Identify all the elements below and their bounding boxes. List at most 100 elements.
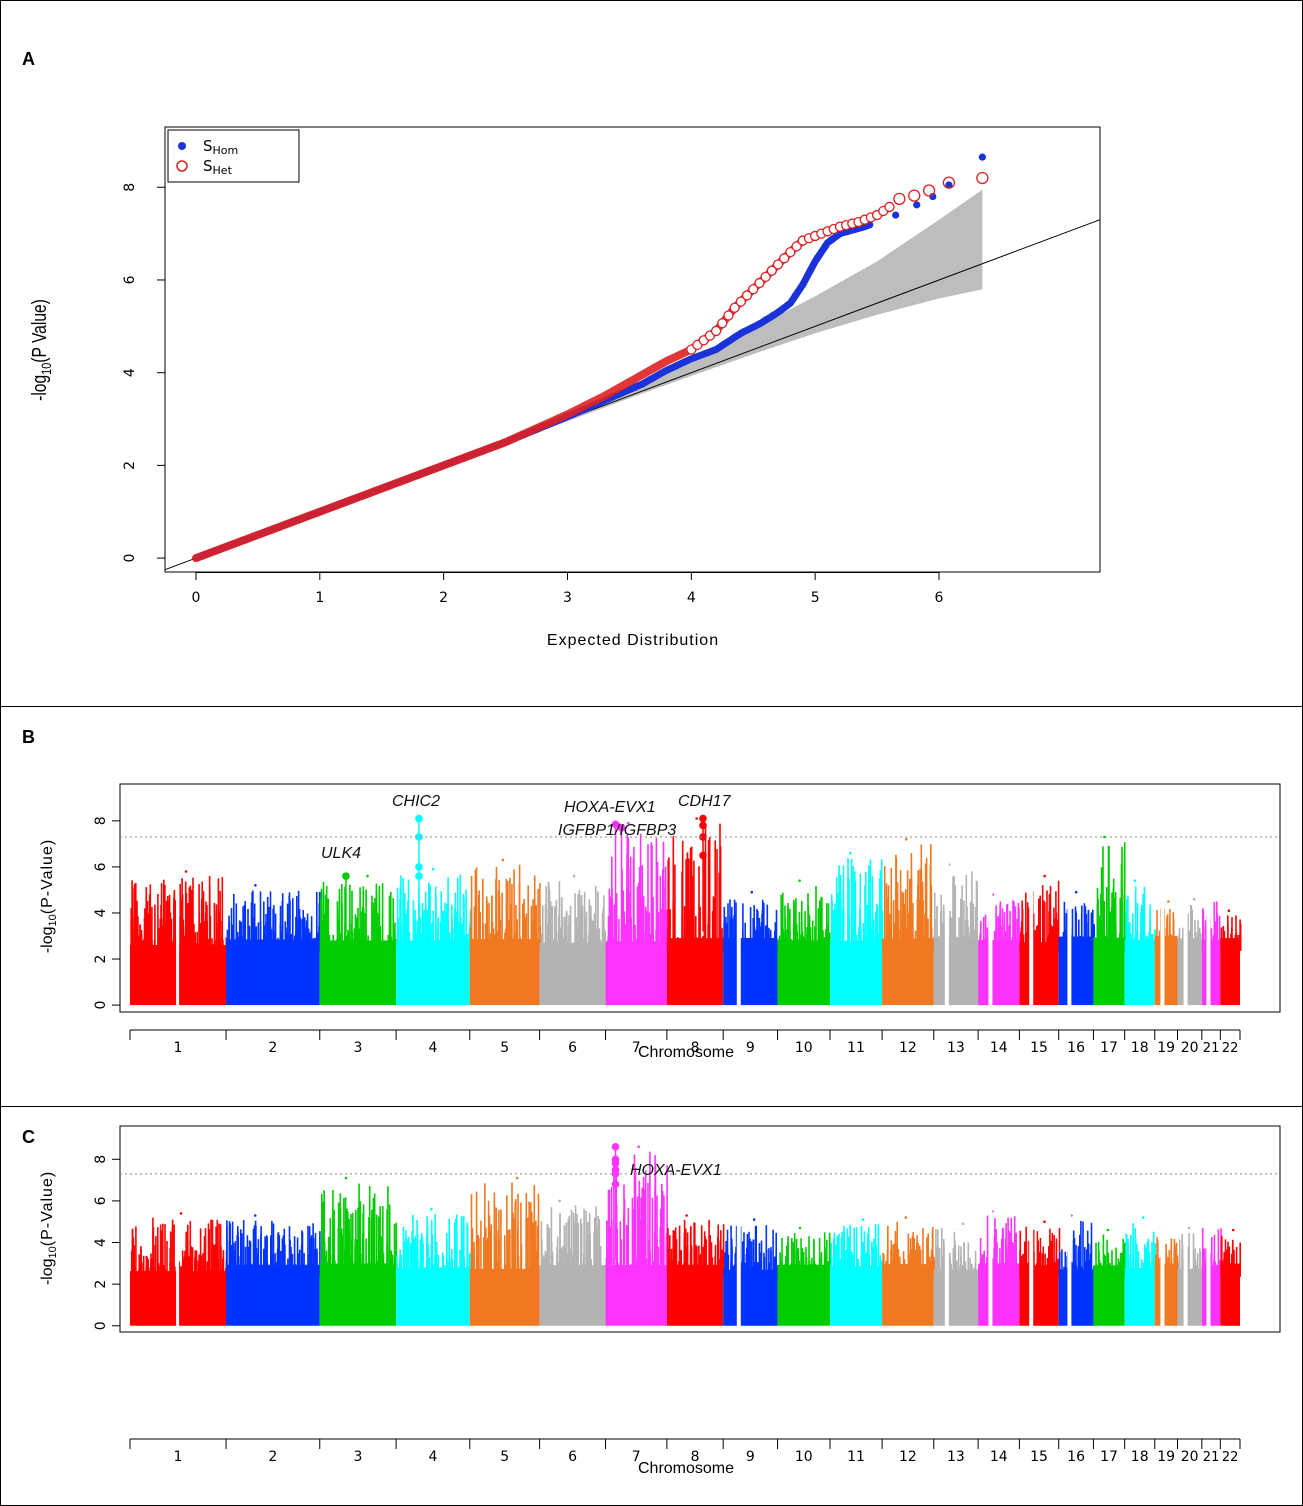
chromosome-2-spike — [306, 1269, 308, 1277]
chromosome-12-spike — [887, 1226, 889, 1277]
chromosome-17-spike — [1103, 901, 1105, 951]
chromosome-gap — [944, 785, 949, 1012]
chromosome-8-spike — [674, 864, 676, 951]
chromosome-gap — [988, 1127, 993, 1332]
chromosome-13-spike — [942, 910, 945, 951]
chromosome-1-spike — [144, 932, 146, 951]
chromosome-7-spike — [648, 1243, 651, 1277]
chromosome-9-spike — [743, 939, 746, 951]
chromosome-9-spike — [744, 938, 747, 951]
chromosome-13-spike — [952, 1248, 955, 1277]
chromosome-17-spike — [1108, 1275, 1110, 1277]
chromosome-12-spike — [928, 1267, 931, 1277]
chromosome-17-spike — [1119, 897, 1121, 951]
chromosome-6-spike — [593, 1217, 596, 1277]
chromosome-10-spike — [823, 937, 826, 951]
qq-x-label: Expected Distribution — [547, 632, 719, 649]
chromosome-4-spike — [408, 943, 410, 951]
chromosome-16-spike — [1063, 1266, 1065, 1277]
chromosome-20-spike — [1179, 945, 1182, 951]
chromosome-7-spike — [633, 925, 635, 951]
chromosome-22-spike — [1224, 944, 1227, 951]
chromosome-9-spike — [773, 941, 776, 951]
chromosome-15-spike — [1037, 924, 1039, 951]
chromosome-gap — [1183, 785, 1188, 1012]
chromosome-8-spike — [681, 871, 683, 951]
chromosome-12-spike — [903, 1259, 906, 1277]
chromosome-10-spike — [779, 1254, 782, 1277]
chromosome-16-spike — [1075, 912, 1078, 951]
chromosome-17-spike — [1114, 892, 1117, 951]
chromosome-4-spike — [465, 1273, 468, 1277]
hom-series-point — [929, 192, 937, 201]
chromosome-17-spike — [1098, 1262, 1101, 1277]
chromosome-13-spike — [963, 1242, 965, 1277]
chromosome-2-spike — [270, 946, 272, 951]
chromosome-12-spike — [892, 1262, 894, 1277]
chromosome-9-spike — [731, 907, 733, 951]
chromosome-15-spike — [1022, 1254, 1024, 1277]
chromosome-11-spike — [849, 949, 852, 951]
chromosome-3-spike — [349, 1262, 352, 1277]
chromosome-11-spike — [844, 1249, 847, 1277]
chromosome-15-spike — [1036, 1262, 1039, 1277]
chromosome-15-spike — [1049, 885, 1052, 951]
chromosome-2-spike — [313, 1248, 315, 1277]
chromosome-7-spike — [643, 1188, 646, 1277]
chromosome-1-spike — [163, 1272, 165, 1277]
chromosome-2-spike — [273, 947, 275, 951]
chromosome-2-points — [226, 884, 322, 1006]
chromosome-2-spike — [285, 1274, 287, 1277]
chromosome-5-points — [469, 1176, 540, 1326]
chromosome-15-spike — [1045, 1273, 1048, 1277]
chromosome-7-spike — [618, 1275, 620, 1277]
chromosome-21-spike — [1213, 901, 1216, 951]
chromosome-2-spike — [257, 1239, 260, 1277]
chromosome-5-peak — [501, 858, 505, 862]
chromosome-1-spike — [157, 1263, 160, 1277]
highlight-point — [699, 833, 707, 841]
chromosome-14-spike — [1010, 1262, 1012, 1277]
chromosome-4-spike — [461, 1231, 463, 1277]
chromosome-6-spike — [594, 885, 597, 951]
chromosome-12-spike — [890, 1240, 893, 1277]
chromosome-2-spike — [231, 948, 234, 951]
chromosome-14-spike — [987, 1234, 989, 1277]
chromosome-22-spike — [1237, 948, 1240, 951]
chromosome-4-spike — [407, 901, 409, 951]
chromosome-14-spike — [985, 1257, 988, 1277]
het-series-point — [766, 265, 777, 276]
chromosome-5-spike — [475, 1191, 478, 1277]
chromosome-1-spike — [195, 1250, 198, 1277]
chromosome-2-spike — [228, 1240, 231, 1277]
chromosome-8-spike — [672, 1261, 674, 1277]
chromosome-12-spike — [924, 863, 927, 951]
chromosome-4-spike — [434, 1254, 436, 1277]
gene-label: ULK4 — [321, 845, 361, 862]
chromosome-7-spike — [613, 1170, 615, 1277]
chromosome-21-spike — [1203, 949, 1205, 951]
chromosome-3-spike — [346, 1234, 349, 1277]
chromosome-3-spike — [376, 938, 379, 951]
chromosome-16-spike — [1072, 1230, 1075, 1277]
chromosome-6-spike — [581, 1275, 584, 1277]
chromosome-8-spike — [721, 1265, 723, 1277]
chromosome-4-spike — [440, 949, 442, 951]
chromosome-5-spike — [509, 877, 511, 951]
qq-points — [192, 153, 989, 563]
chromosome-3-spike — [351, 1269, 353, 1277]
chromosome-6-points — [539, 1199, 607, 1326]
chromosome-8-spike — [669, 1259, 671, 1277]
chromosome-5-spike — [477, 949, 480, 951]
chromosome-5-spike — [496, 1275, 498, 1277]
chromosome-5-spike — [531, 1246, 534, 1277]
chromosome-6-spike — [589, 1234, 591, 1277]
chromosome-2-spike — [257, 1271, 260, 1277]
chromosome-7-spike — [627, 837, 630, 951]
chromosome-9-spike — [746, 1247, 748, 1277]
chromosome-15-spike — [1049, 1228, 1051, 1277]
chromosome-2-spike — [236, 949, 239, 951]
chromosome-7-spike — [614, 920, 616, 951]
